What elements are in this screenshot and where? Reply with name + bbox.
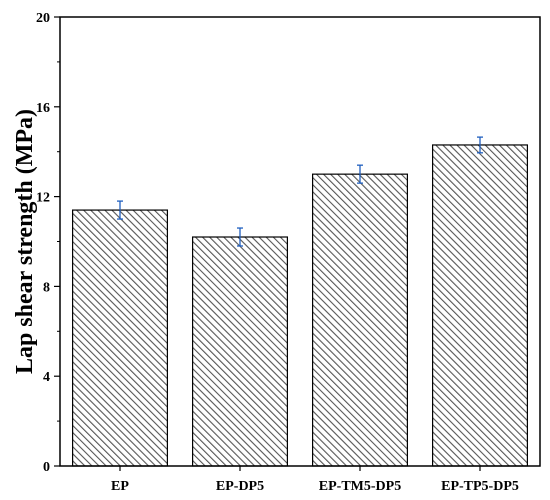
bar-ep bbox=[71, 209, 169, 467]
x-tick-label: EP-TM5-DP5 bbox=[319, 479, 401, 494]
x-tick-label: EP-TP5-DP5 bbox=[441, 479, 519, 494]
y-axis: 0 4 8 12 16 20 bbox=[36, 11, 60, 475]
x-tick-label: EP bbox=[111, 479, 129, 494]
bar-ep-dp5 bbox=[192, 236, 289, 467]
error-bar-ep-tp5-dp5 bbox=[477, 136, 483, 154]
x-axis: EP EP-DP5 EP-TM5-DP5 EP-TP5-DP5 bbox=[111, 466, 519, 494]
bar-ep-tp5-dp5 bbox=[432, 144, 529, 467]
y-tick-label: 16 bbox=[36, 101, 50, 116]
y-tick-label: 0 bbox=[43, 460, 50, 475]
y-tick-label: 4 bbox=[43, 370, 50, 385]
bars-group bbox=[71, 144, 529, 467]
error-bar-ep bbox=[117, 200, 123, 220]
error-bars-group bbox=[117, 136, 483, 247]
bar-ep-tm5-dp5 bbox=[312, 173, 409, 467]
y-tick-label: 12 bbox=[36, 191, 50, 206]
x-tick-label: EP-DP5 bbox=[216, 479, 264, 494]
error-bar-ep-tm5-dp5 bbox=[357, 164, 363, 184]
error-bar-ep-dp5 bbox=[237, 227, 243, 247]
y-tick-label: 20 bbox=[36, 11, 50, 26]
y-axis-title: Lap shear strength (MPa) bbox=[12, 109, 38, 374]
y-tick-label: 8 bbox=[43, 280, 50, 295]
